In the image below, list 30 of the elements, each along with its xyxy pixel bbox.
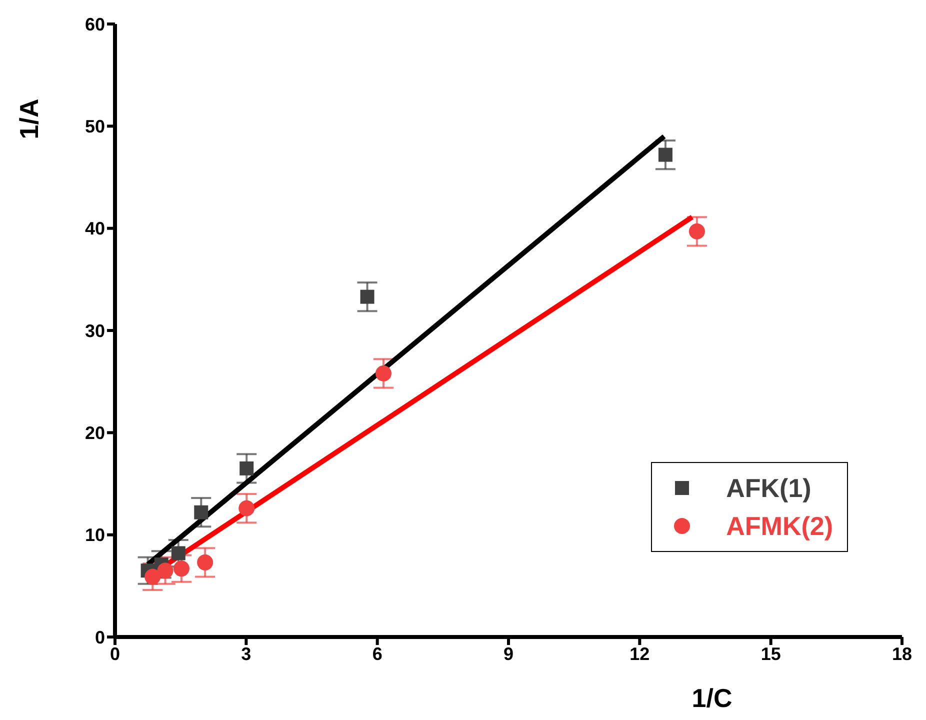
point — [157, 562, 174, 579]
point — [144, 568, 161, 585]
y-tick-label: 0 — [94, 627, 105, 648]
x-tick-label: 18 — [892, 644, 912, 664]
y-tick-label: 60 — [84, 14, 105, 34]
point — [173, 560, 190, 577]
x-tick-label: 9 — [503, 644, 514, 664]
point — [375, 365, 392, 382]
point — [238, 500, 255, 516]
point — [240, 461, 254, 476]
y-tick-label: 50 — [84, 116, 105, 137]
x-axis-title: 1/C — [692, 683, 732, 713]
y-tick-label: 40 — [84, 218, 105, 239]
x-tick-label: 0 — [110, 644, 120, 664]
x-tick-label: 12 — [630, 644, 650, 664]
point — [688, 223, 705, 240]
x-tick-label: 3 — [241, 644, 252, 664]
y-tick-label: 20 — [84, 423, 105, 444]
y-tick-label: 30 — [84, 320, 105, 341]
x-tick-label: 6 — [372, 644, 382, 664]
legend-label: AFMK(2) — [726, 510, 833, 542]
point — [360, 290, 374, 304]
y-axis-title: 1/A — [14, 98, 44, 140]
x-tick-label: 15 — [760, 644, 781, 664]
point — [171, 546, 186, 560]
point — [194, 505, 208, 520]
point — [197, 554, 214, 570]
legend-label: AFK(1) — [726, 472, 812, 504]
y-tick-label: 10 — [84, 525, 105, 546]
point — [658, 148, 672, 162]
